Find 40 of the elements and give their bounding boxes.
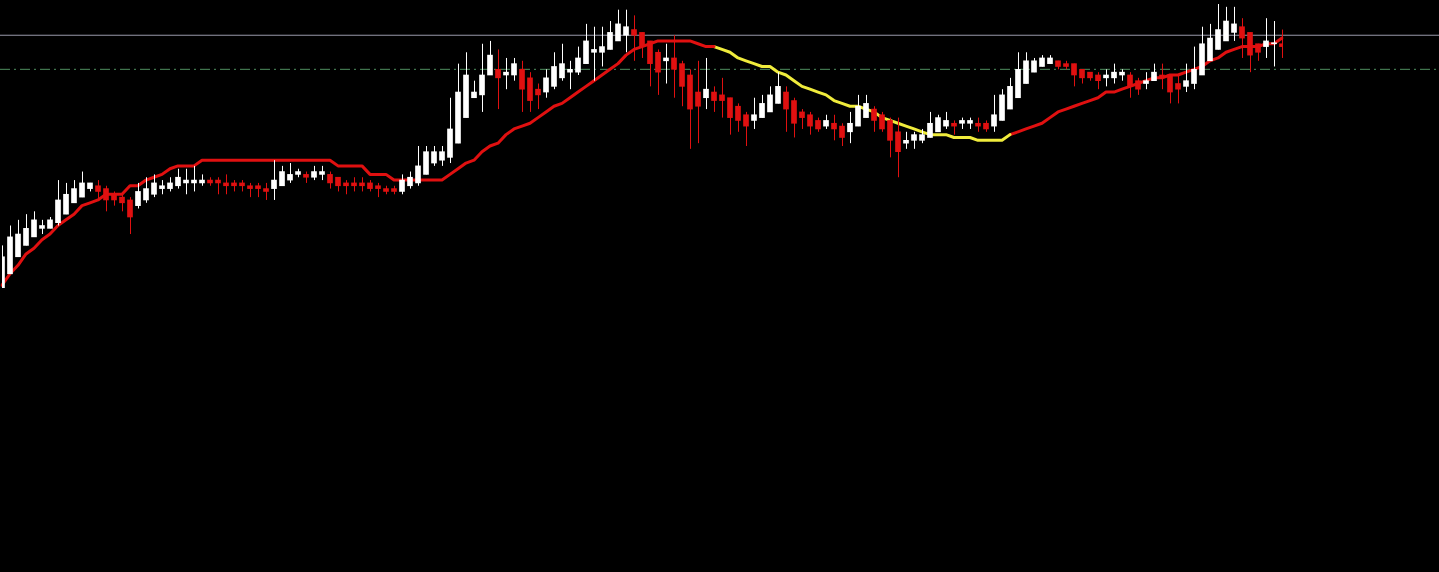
candlestick — [1023, 51, 1029, 85]
candlestick — [551, 51, 557, 90]
candlestick — [1183, 63, 1189, 93]
candlestick — [39, 219, 45, 235]
candlestick — [319, 165, 325, 181]
candlestick — [423, 145, 429, 175]
candlestick — [23, 213, 29, 246]
candlestick — [607, 20, 613, 50]
candlestick — [623, 9, 629, 53]
candlestick — [1255, 43, 1261, 62]
candlestick — [791, 97, 797, 138]
candlestick — [303, 171, 309, 184]
candlestick — [375, 182, 381, 198]
candlestick — [1135, 77, 1141, 96]
candlestick — [1143, 71, 1149, 90]
candlestick — [591, 26, 597, 82]
candlestick — [679, 60, 685, 107]
candlestick — [519, 60, 525, 113]
candlestick — [911, 131, 917, 150]
candlestick — [1215, 3, 1221, 50]
candlestick — [1271, 20, 1277, 67]
candlestick — [95, 179, 101, 201]
candlestick — [895, 117, 901, 178]
candlestick — [727, 97, 733, 136]
candlestick — [927, 111, 933, 138]
candlestick — [751, 97, 757, 130]
candlestick — [263, 182, 269, 201]
candlestick — [159, 179, 165, 195]
candlestick — [887, 117, 893, 158]
candlestick — [439, 145, 445, 167]
candlestick — [775, 71, 781, 104]
candlestick — [255, 182, 261, 198]
candlestick — [1071, 63, 1077, 87]
candlestick — [959, 117, 965, 130]
candlestick — [1175, 74, 1181, 104]
candlestick — [247, 182, 253, 198]
candlestick — [967, 117, 973, 130]
candlestick — [599, 26, 605, 67]
candlestick — [311, 165, 317, 181]
candlestick — [919, 128, 925, 144]
